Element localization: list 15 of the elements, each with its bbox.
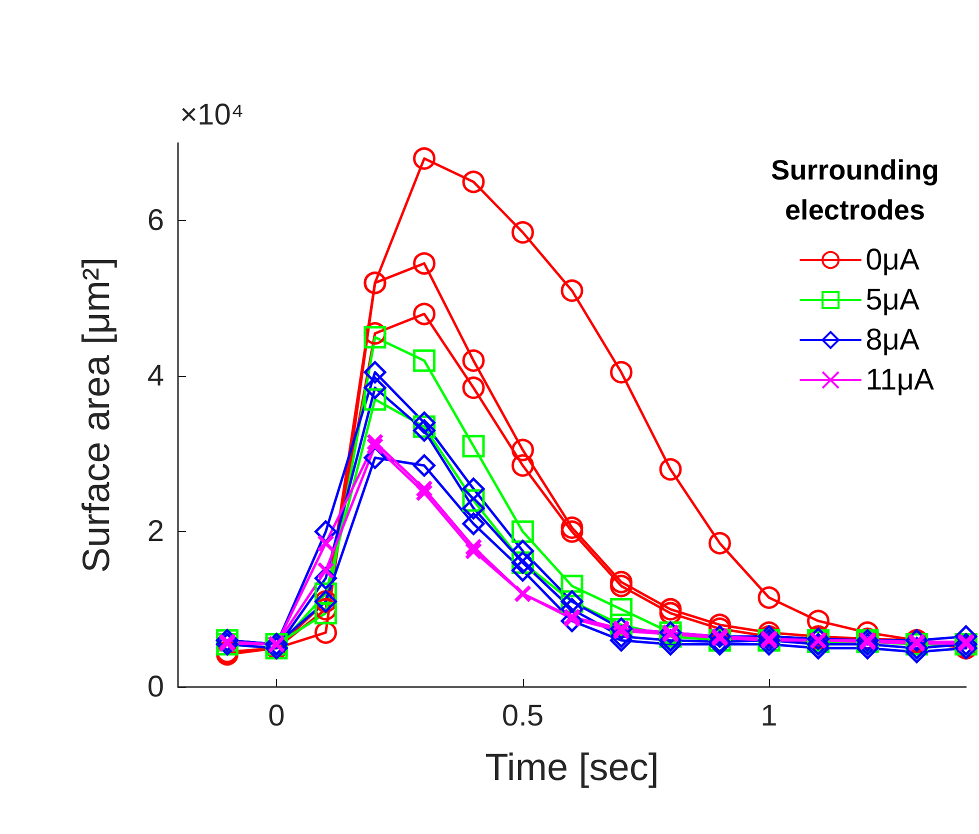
x-tick-label: 1 bbox=[760, 700, 778, 732]
y-tick-label: 6 bbox=[147, 204, 164, 238]
y-tick-label: 4 bbox=[147, 360, 164, 393]
y-tick-label: 2 bbox=[147, 515, 164, 548]
x-tick-label: 0 bbox=[268, 700, 285, 732]
legend-label: 5μA bbox=[866, 284, 920, 316]
y-tick-label: 0 bbox=[147, 670, 164, 704]
legend-title: Surrounding electrodes bbox=[771, 154, 940, 226]
text: ×10⁴ bbox=[180, 98, 244, 132]
x-axis-title: Time [sec] bbox=[485, 747, 659, 789]
legend-label: 8μA bbox=[866, 324, 920, 356]
legend-label: 0μA bbox=[866, 244, 920, 276]
y-axis-title: Surface area [μm²] bbox=[76, 257, 118, 573]
legend-label: 11μA bbox=[866, 364, 934, 396]
x-tick-label: 0.5 bbox=[502, 700, 544, 732]
